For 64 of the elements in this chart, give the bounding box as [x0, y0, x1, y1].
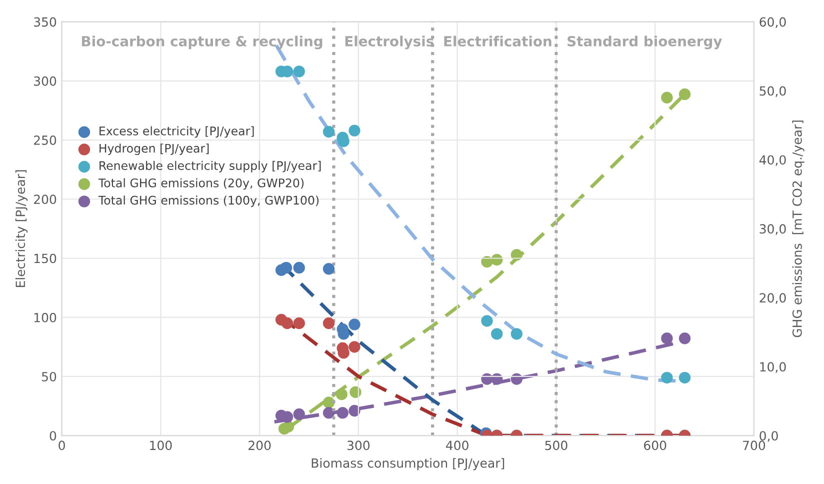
x-axis-title: Biomass consumption [PJ/year] — [312, 458, 504, 470]
x-tick-label: 100 — [150, 440, 172, 450]
x-tick-label: 600 — [644, 440, 666, 450]
point — [678, 332, 691, 344]
point — [280, 262, 292, 274]
point — [661, 372, 673, 384]
point — [281, 317, 294, 330]
annotation: Electrification — [444, 36, 552, 46]
annotation: Electrolysis — [345, 36, 434, 50]
y-tick-label: 200 — [34, 194, 56, 204]
point — [491, 328, 503, 340]
point — [282, 420, 294, 432]
y-tick-label: 100 — [34, 312, 56, 322]
annotation: Standard bioenergy — [568, 36, 722, 50]
y2-tick-label: 20,0 — [760, 293, 786, 304]
legend-label: Total GHG emissions (100y, GWP100) — [98, 196, 319, 207]
legend-label: Excess electricity [PJ/year] — [100, 126, 254, 138]
x-tick-label: 200 — [248, 440, 271, 450]
point — [348, 341, 360, 353]
point — [678, 88, 691, 100]
annotation: Bio-carbon capture & recycling — [82, 36, 322, 50]
x-tick-label: 0 — [58, 440, 65, 450]
x-tick-label: 300 — [347, 440, 370, 450]
point — [322, 317, 335, 330]
point — [348, 404, 360, 417]
y2-axis-title: GHG emissions [mT CO2 eq./year] — [792, 120, 804, 338]
y-tick-label: 150 — [34, 254, 56, 264]
point — [293, 66, 305, 78]
legend-label: Renewable electricity supply [PJ/year] — [100, 160, 321, 172]
point — [322, 406, 335, 419]
y-axis-title: Electricity [PJ/year] — [15, 170, 28, 288]
y-tick-label: 300 — [34, 76, 56, 86]
y-tick-label: 350 — [34, 17, 56, 27]
x-tick-label: 400 — [446, 440, 468, 450]
point — [510, 373, 522, 385]
point — [510, 328, 522, 340]
point — [348, 124, 360, 136]
point — [491, 373, 503, 385]
y2-tick-label: 50,0 — [760, 86, 786, 97]
x-tick-label: 500 — [545, 440, 568, 450]
point — [661, 332, 673, 344]
y2-tick-label: 10,0 — [760, 362, 786, 373]
y-tick-label: 0 — [50, 431, 56, 441]
point — [293, 408, 305, 420]
point — [481, 315, 493, 327]
point — [336, 388, 348, 400]
point — [661, 92, 673, 104]
point — [336, 406, 348, 419]
point — [678, 372, 691, 384]
point — [293, 262, 305, 274]
legend-label: Hydrogen [PJ/year] — [100, 144, 209, 155]
y2-tick-label: 30,0 — [760, 224, 786, 235]
point — [322, 126, 335, 138]
y-tick-label: 50 — [42, 372, 56, 382]
x-tick-label: 700 — [743, 440, 766, 450]
y2-tick-label: 60,0 — [760, 17, 786, 28]
point — [348, 318, 360, 330]
point — [293, 317, 305, 330]
y2-tick-label: 40,0 — [759, 155, 786, 166]
legend-label: Total GHG emissions (20y, GWP20) — [98, 178, 304, 190]
point — [350, 386, 362, 398]
point — [322, 263, 335, 275]
y-tick-label: 250 — [34, 135, 56, 145]
y2-tick-label: 0,0 — [760, 431, 778, 442]
